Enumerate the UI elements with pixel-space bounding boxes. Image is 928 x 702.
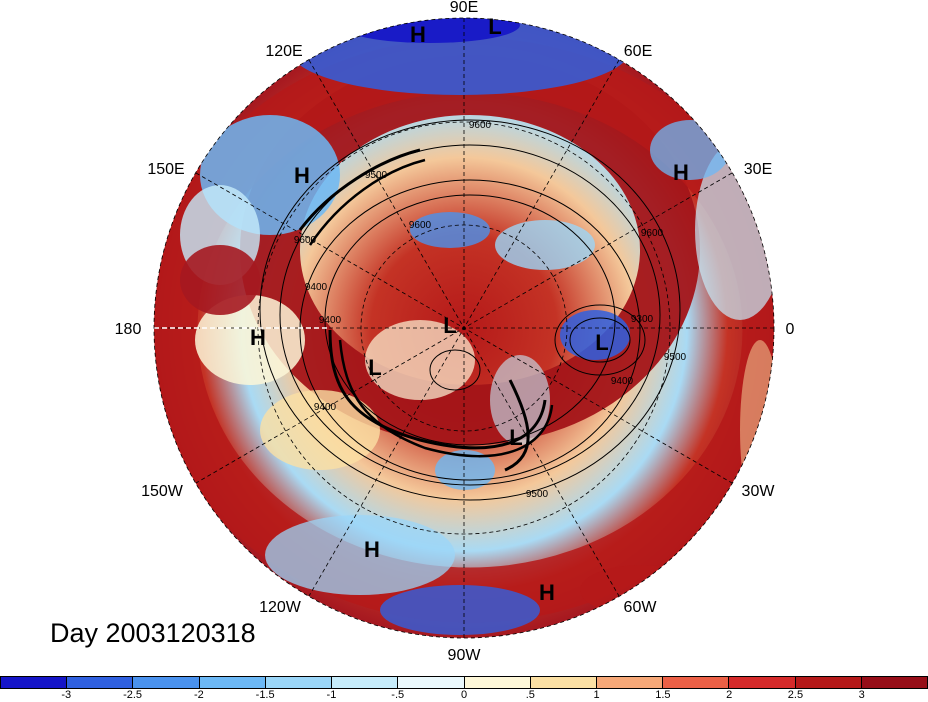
colorbar-segment — [663, 677, 730, 688]
lon-label: 30W — [742, 483, 776, 500]
contour-label: 9400 — [319, 315, 342, 326]
colorbar-tick-label: 1 — [593, 689, 600, 701]
lon-label: 0 — [786, 321, 795, 338]
contour-label: 9500 — [664, 352, 687, 363]
lon-label: 90W — [448, 647, 482, 664]
colorbar-segment — [464, 677, 531, 688]
colorbar-segment — [795, 677, 862, 688]
colorbar-segment — [67, 677, 134, 688]
contour-labels: 9600 9500 9600 9600 9400 9400 9400 9300 … — [294, 120, 687, 500]
colorbar-tick-label: 1.5 — [655, 689, 671, 701]
contour-label: 9400 — [305, 282, 328, 293]
lon-label: 30E — [744, 161, 772, 178]
colorbar-segment — [133, 677, 200, 688]
colorbar-tick-label: -.5 — [391, 689, 405, 701]
height-contours — [259, 119, 681, 501]
colorbar-tick-label: 2 — [726, 689, 733, 701]
high-pressure-marker: H — [673, 160, 689, 185]
colorbar-segment — [530, 677, 597, 688]
contour-label: 9600 — [409, 220, 432, 231]
contour-label: 9400 — [314, 402, 337, 413]
map-boundary — [153, 17, 775, 639]
colorbar-tick-label: 2.5 — [787, 689, 804, 701]
colorbar-segment — [1, 677, 68, 688]
colorbar-tick-labels: -3 -2.5 -2 -1.5 -1 -.5 0 .5 1 1.5 2 2.5 3 — [0, 689, 928, 702]
contour-label: 9500 — [526, 489, 549, 500]
low-pressure-marker: L — [368, 355, 381, 380]
lon-label: 60E — [624, 43, 652, 60]
contour-label: 9400 — [611, 376, 634, 387]
colorbar-tick-label: 0 — [460, 689, 468, 701]
colorbar-tick-label: -1 — [326, 689, 337, 701]
high-pressure-marker: H — [410, 22, 426, 47]
colorbar-segment — [596, 677, 664, 688]
lon-label: 180 — [115, 321, 142, 338]
contour-label: 9600 — [294, 235, 317, 246]
longitude-labels: 90E 60E 30E 0 30W 60W 90W 120W 150W 180 … — [115, 0, 795, 664]
low-pressure-marker: L — [595, 330, 608, 355]
pressure-system-markers: H L L H H H L L L L H H — [250, 14, 689, 605]
colorbar-segment — [861, 677, 928, 688]
colorbar-tick-label: 3 — [858, 689, 865, 701]
colorbar-segment — [332, 677, 399, 688]
colorbar-tick-label: -2 — [193, 689, 204, 701]
colorbar-tick-label: -1.5 — [255, 689, 275, 701]
lon-label: 90E — [450, 0, 478, 16]
high-pressure-marker: H — [539, 580, 555, 605]
lon-label: 150E — [147, 161, 184, 178]
lon-label: 120E — [265, 43, 302, 60]
low-pressure-marker: L — [509, 425, 522, 450]
colorbar-tick-label: .5 — [525, 689, 535, 701]
colorbar-segment — [265, 677, 333, 688]
contour-label: 9600 — [469, 120, 492, 131]
low-pressure-marker: L — [488, 14, 501, 39]
high-pressure-marker: H — [294, 163, 310, 188]
high-pressure-marker: H — [250, 325, 266, 350]
contour-label: 9500 — [365, 170, 388, 181]
contour-label: 9300 — [631, 314, 654, 325]
lon-label: 120W — [259, 599, 302, 616]
colorbar-tick-label: -2.5 — [123, 689, 143, 701]
colorbar-segment — [398, 677, 465, 688]
colorbar-tick-label: -3 — [61, 689, 72, 701]
low-pressure-marker: L — [443, 313, 456, 338]
colorbar-segment — [199, 677, 266, 688]
colorbar — [0, 676, 928, 689]
contour-label: 9600 — [641, 228, 664, 239]
lon-label: 150W — [141, 483, 184, 500]
colorbar-segment — [729, 677, 796, 688]
lon-label: 60W — [624, 599, 658, 616]
date-title: Day 2003120318 — [50, 618, 256, 648]
high-pressure-marker: H — [364, 537, 380, 562]
anomaly-field — [154, 18, 774, 638]
